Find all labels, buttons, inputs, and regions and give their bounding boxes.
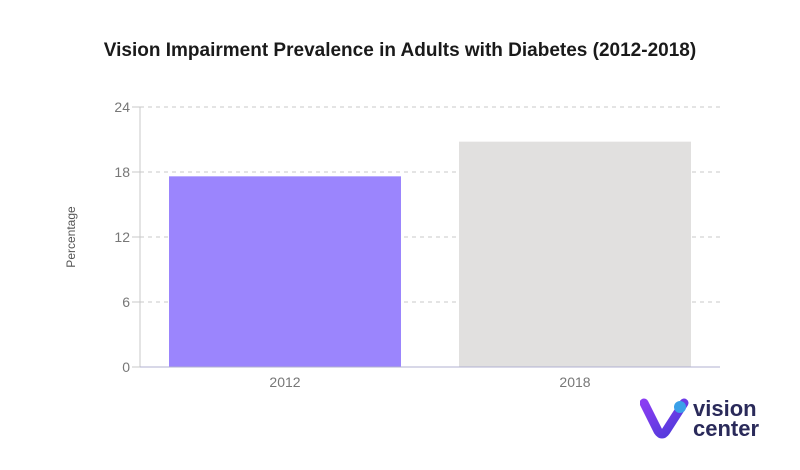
x-tick-label: 2012 bbox=[269, 374, 300, 390]
logo-v-icon bbox=[640, 398, 689, 439]
y-tick-label: 12 bbox=[114, 229, 130, 245]
x-tick-label: 2018 bbox=[559, 374, 590, 390]
logo-text-vision: vision bbox=[693, 396, 757, 421]
y-tick-label: 24 bbox=[114, 99, 130, 115]
y-tick-label: 0 bbox=[122, 359, 130, 375]
bars bbox=[169, 141, 691, 367]
axes bbox=[132, 106, 720, 368]
logo-text-center: center bbox=[693, 416, 760, 441]
vision-center-logo: vision center bbox=[640, 395, 790, 440]
y-tick-label: 18 bbox=[114, 164, 130, 180]
y-axis-label: Percentage bbox=[64, 206, 78, 268]
y-tick-label: 6 bbox=[122, 294, 130, 310]
tick-labels: 0 6 12 18 24 2012 2018 bbox=[114, 99, 590, 390]
bar-2012 bbox=[169, 176, 401, 367]
chart-title: Vision Impairment Prevalence in Adults w… bbox=[103, 40, 697, 61]
bar-2018 bbox=[459, 141, 691, 367]
